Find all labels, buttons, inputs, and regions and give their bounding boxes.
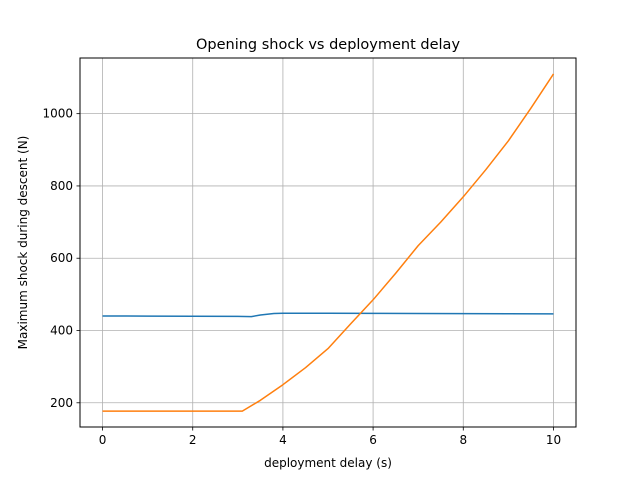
grid [80, 58, 576, 427]
x-tick-label: 0 [99, 433, 107, 447]
x-tick-label: 6 [369, 433, 377, 447]
y-tick-label: 1000 [42, 107, 73, 121]
series-layer [102, 73, 555, 412]
x-axis-label: deployment delay (s) [264, 456, 392, 470]
x-tick-label: 4 [279, 433, 287, 447]
x-tick-label: 8 [459, 433, 467, 447]
series-line-2 [102, 73, 555, 412]
y-tick-label: 200 [50, 396, 73, 410]
ticks: 0 2 4 6 8 10 200 400 600 800 1000 [42, 107, 561, 447]
series-line-1 [102, 312, 554, 318]
x-tick-label: 10 [546, 433, 561, 447]
y-axis-label: Maximum shock during descent (N) [16, 136, 30, 350]
y-tick-label: 400 [50, 324, 73, 338]
y-tick-label: 600 [50, 251, 73, 265]
x-tick-label: 2 [189, 433, 197, 447]
plot-frame [79, 57, 577, 428]
y-tick-label: 800 [50, 179, 73, 193]
chart-title: Opening shock vs deployment delay [196, 37, 460, 53]
